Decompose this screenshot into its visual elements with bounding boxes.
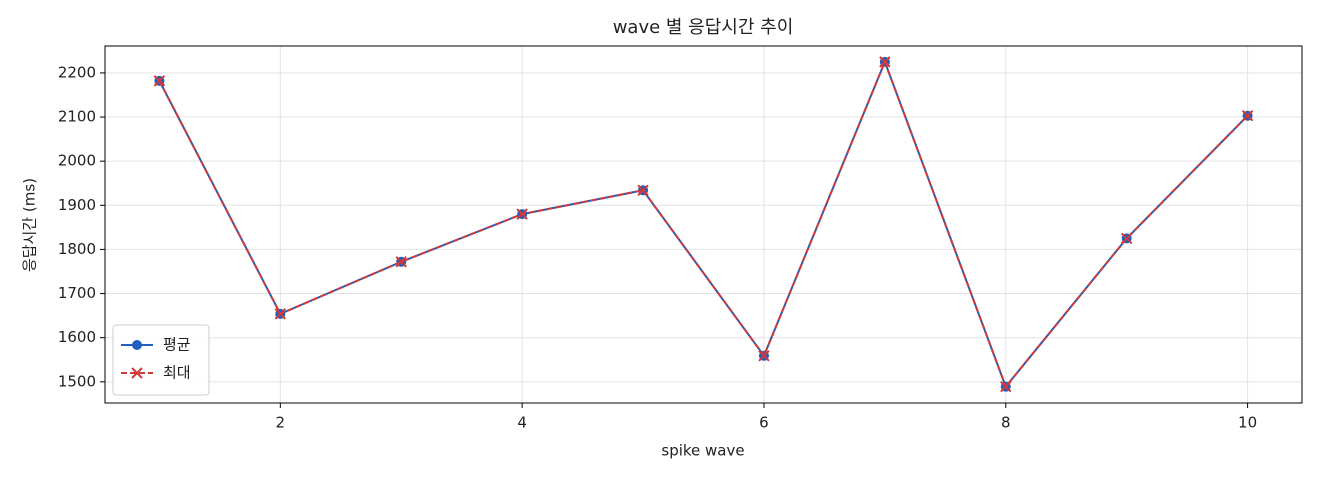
series-line <box>158 59 1249 389</box>
y-tick-label: 1600 <box>58 328 96 346</box>
marker <box>1241 110 1254 122</box>
marker <box>879 56 891 68</box>
legend-marker <box>132 340 142 350</box>
plot-frame <box>104 45 1303 404</box>
marker <box>153 75 166 87</box>
x-tick-label: 8 <box>1001 414 1011 432</box>
x-tick-label: 10 <box>1238 414 1257 432</box>
y-tick-label: 2200 <box>58 63 96 81</box>
y-tick-label: 1500 <box>58 372 96 390</box>
marker <box>1000 380 1012 393</box>
chart-title: wave 별 응답시간 추이 <box>613 17 794 38</box>
legend-marker <box>131 367 143 379</box>
y-tick-label: 1900 <box>58 196 96 214</box>
marker <box>758 350 770 362</box>
y-tick-label: 2100 <box>58 108 96 126</box>
x-tick-label: 4 <box>517 414 527 432</box>
marker <box>516 208 528 220</box>
x-axis-label: spike wave <box>661 442 744 460</box>
y-tick-label: 1700 <box>58 284 96 302</box>
legend-box <box>112 324 210 396</box>
marker <box>395 256 407 268</box>
y-tick-label: 2000 <box>58 152 96 170</box>
y-tick-label: 1800 <box>58 240 96 258</box>
marker <box>637 184 649 197</box>
x-tick-label: 6 <box>759 414 769 432</box>
marker <box>1120 232 1133 245</box>
y-axis-label: 응답시간 (ms) <box>21 178 39 272</box>
legend-label: 최대 <box>163 364 191 382</box>
x-tick-label: 2 <box>276 414 286 432</box>
marker <box>274 308 287 320</box>
legend-label: 평균 <box>163 336 191 354</box>
